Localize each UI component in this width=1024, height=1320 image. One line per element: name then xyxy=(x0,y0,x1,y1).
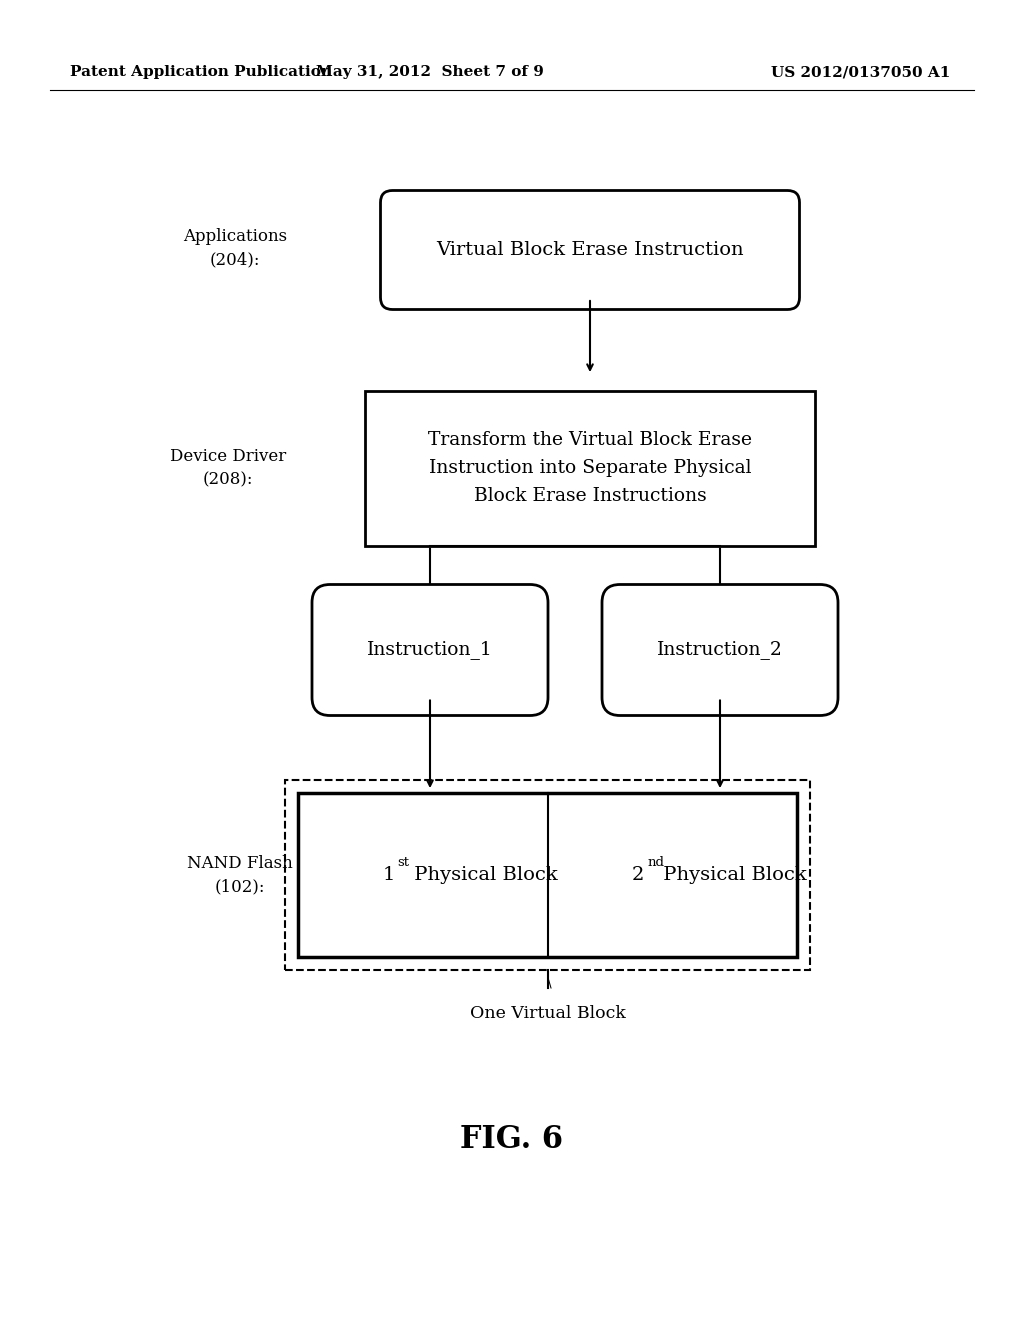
Text: One Virtual Block: One Virtual Block xyxy=(470,1005,626,1022)
Text: Device Driver
(208):: Device Driver (208): xyxy=(170,447,286,488)
FancyBboxPatch shape xyxy=(602,585,838,715)
Text: st: st xyxy=(397,857,410,870)
Text: Virtual Block Erase Instruction: Virtual Block Erase Instruction xyxy=(436,242,743,259)
Text: FIG. 6: FIG. 6 xyxy=(461,1125,563,1155)
Bar xyxy=(285,780,810,970)
Text: Patent Application Publication: Patent Application Publication xyxy=(70,65,332,79)
Text: Physical Block: Physical Block xyxy=(408,866,557,884)
Text: \: \ xyxy=(547,975,552,989)
Text: Instruction_2: Instruction_2 xyxy=(657,640,783,660)
Text: Instruction_1: Instruction_1 xyxy=(368,640,493,660)
Text: 1: 1 xyxy=(382,866,394,884)
Text: Applications
(204):: Applications (204): xyxy=(183,228,287,268)
Text: Physical Block: Physical Block xyxy=(657,866,807,884)
Bar xyxy=(365,391,815,545)
Text: nd: nd xyxy=(647,857,665,870)
FancyBboxPatch shape xyxy=(381,190,800,309)
FancyBboxPatch shape xyxy=(312,585,548,715)
Text: Transform the Virtual Block Erase
Instruction into Separate Physical
Block Erase: Transform the Virtual Block Erase Instru… xyxy=(428,432,752,504)
Text: NAND Flash
(102):: NAND Flash (102): xyxy=(187,855,293,895)
Text: 2: 2 xyxy=(632,866,644,884)
Bar xyxy=(298,793,797,957)
Text: May 31, 2012  Sheet 7 of 9: May 31, 2012 Sheet 7 of 9 xyxy=(316,65,544,79)
Text: US 2012/0137050 A1: US 2012/0137050 A1 xyxy=(771,65,950,79)
